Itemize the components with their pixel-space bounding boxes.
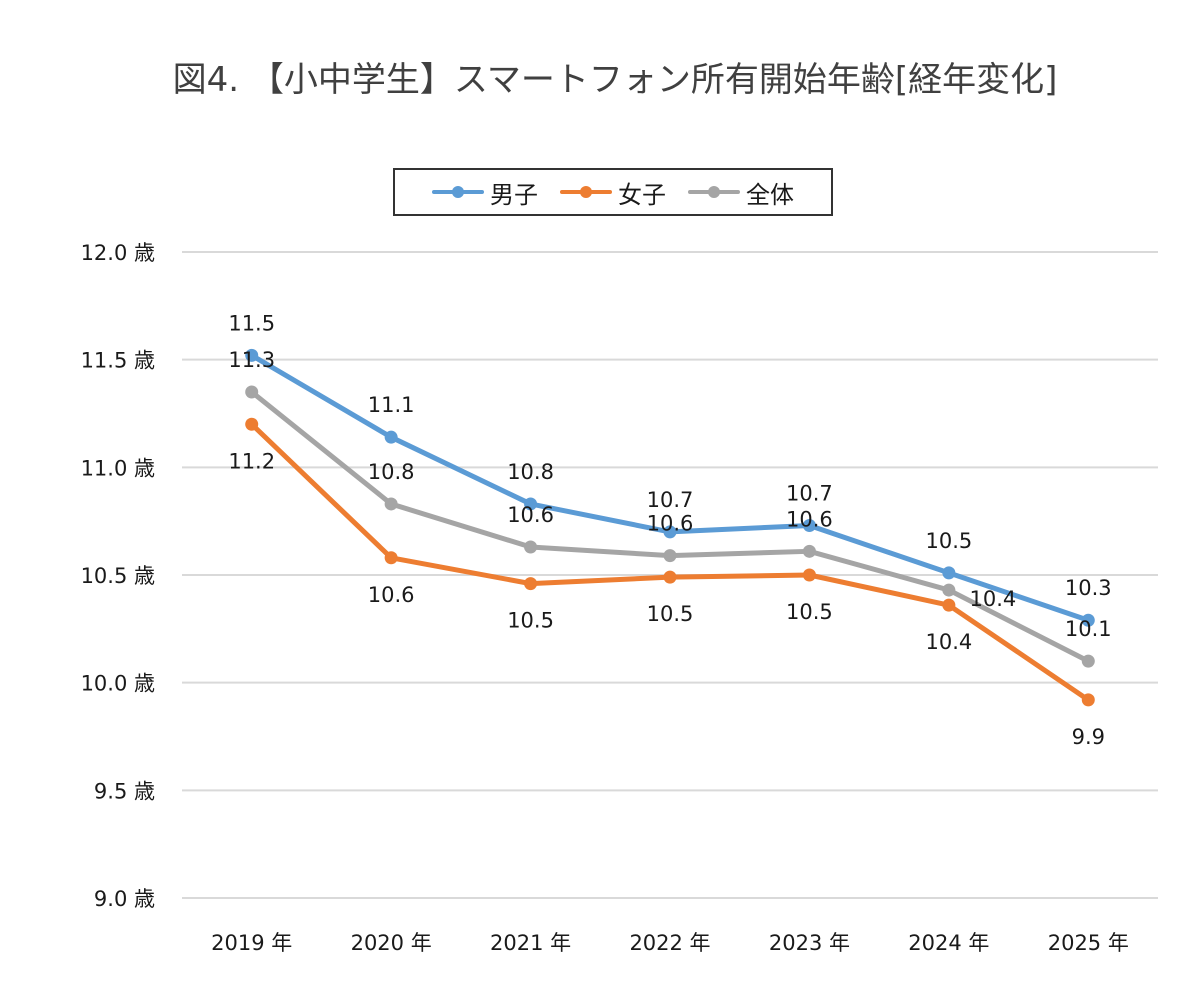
x-tick-label: 2020 年 <box>351 931 432 955</box>
data-label-female: 10.4 <box>925 630 972 654</box>
data-point-male <box>245 348 259 362</box>
data-label-male: 10.7 <box>647 488 694 512</box>
y-tick-label: 12.0 歳 <box>81 241 155 265</box>
data-label-all: 10.4 <box>969 587 1016 611</box>
data-point-female <box>663 570 677 584</box>
data-label-female: 10.6 <box>368 583 415 607</box>
data-label-male: 10.8 <box>507 460 554 484</box>
data-label-male: 11.1 <box>368 393 415 417</box>
data-point-all <box>802 544 816 558</box>
data-point-female <box>245 417 259 431</box>
legend-label-all: 全体 <box>746 180 794 209</box>
data-label-all: 10.8 <box>368 460 415 484</box>
legend-item-female: 女子 <box>560 175 666 210</box>
chart-title: 図4. 【小中学生】スマートフォン所有開始年齢[経年変化] <box>172 60 1058 100</box>
data-label-female: 11.2 <box>228 449 275 473</box>
data-point-male <box>524 497 538 511</box>
x-tick-label: 2024 年 <box>908 931 989 955</box>
data-point-male <box>384 430 398 444</box>
data-point-female <box>1081 693 1095 707</box>
y-tick-label: 9.0 歳 <box>94 887 155 911</box>
data-label-all: 11.3 <box>228 348 275 372</box>
data-point-all <box>384 497 398 511</box>
y-tick-label: 10.5 歳 <box>81 564 155 588</box>
data-label-female: 10.5 <box>507 609 554 633</box>
data-label-all: 10.6 <box>786 507 833 531</box>
data-point-male <box>663 525 677 539</box>
x-tick-label: 2022 年 <box>629 931 710 955</box>
data-label-all: 10.1 <box>1065 617 1112 641</box>
data-point-all <box>663 549 677 563</box>
data-label-female: 10.5 <box>786 600 833 624</box>
data-point-male <box>802 518 816 532</box>
y-tick-label: 11.0 歳 <box>81 456 155 480</box>
legend-marker-all <box>708 186 720 198</box>
y-tick-label: 10.0 歳 <box>81 672 155 696</box>
legend-marker-female <box>580 186 592 198</box>
data-point-female <box>524 577 538 591</box>
data-label-male: 10.5 <box>925 529 972 553</box>
data-point-male <box>1081 613 1095 627</box>
legend-swatch-male <box>432 185 484 199</box>
data-label-female: 10.5 <box>647 602 694 626</box>
data-point-male <box>942 566 956 580</box>
x-tick-label: 2021 年 <box>490 931 571 955</box>
y-tick-label: 9.5 歳 <box>94 779 155 803</box>
data-point-all <box>942 583 956 597</box>
data-labels: 11.5 11.1 10.8 10.7 10.7 10.5 10.3 11.2 10.6 10.5… <box>228 311 1111 749</box>
x-tick-label: 2019 年 <box>211 931 292 955</box>
data-point-all <box>524 540 538 554</box>
data-label-all: 10.6 <box>507 503 554 527</box>
legend-marker-male <box>452 186 464 198</box>
x-tick-label: 2025 年 <box>1048 931 1129 955</box>
data-label-male: 10.7 <box>786 481 833 505</box>
legend-item-all: 全体 <box>688 175 794 210</box>
legend-label-male: 男子 <box>490 180 538 209</box>
data-label-female: 9.9 <box>1072 725 1105 749</box>
chart-legend: 男子 女子 全体 <box>393 168 833 216</box>
x-axis: 2019 年 2020 年 2021 年 2022 年 2023 年 2024 年 2025… <box>211 931 1129 955</box>
legend-item-male: 男子 <box>432 175 538 210</box>
legend-label-female: 女子 <box>618 180 666 209</box>
data-point-female <box>802 568 816 582</box>
data-label-male: 10.3 <box>1065 576 1112 600</box>
legend-swatch-female <box>560 185 612 199</box>
data-label-male: 11.5 <box>228 311 275 335</box>
data-point-female <box>384 551 398 565</box>
data-label-all: 10.6 <box>647 512 694 536</box>
x-tick-label: 2023 年 <box>769 931 850 955</box>
data-point-all <box>245 385 259 399</box>
legend-swatch-all <box>688 185 740 199</box>
data-point-all <box>1081 654 1095 668</box>
y-tick-label: 11.5 歳 <box>81 349 155 373</box>
data-point-female <box>942 598 956 612</box>
y-axis: 12.0 歳 11.5 歳 11.0 歳 10.5 歳 10.0 歳 9.5 歳 9.0 歳 <box>81 241 155 911</box>
series-group <box>245 348 1095 707</box>
